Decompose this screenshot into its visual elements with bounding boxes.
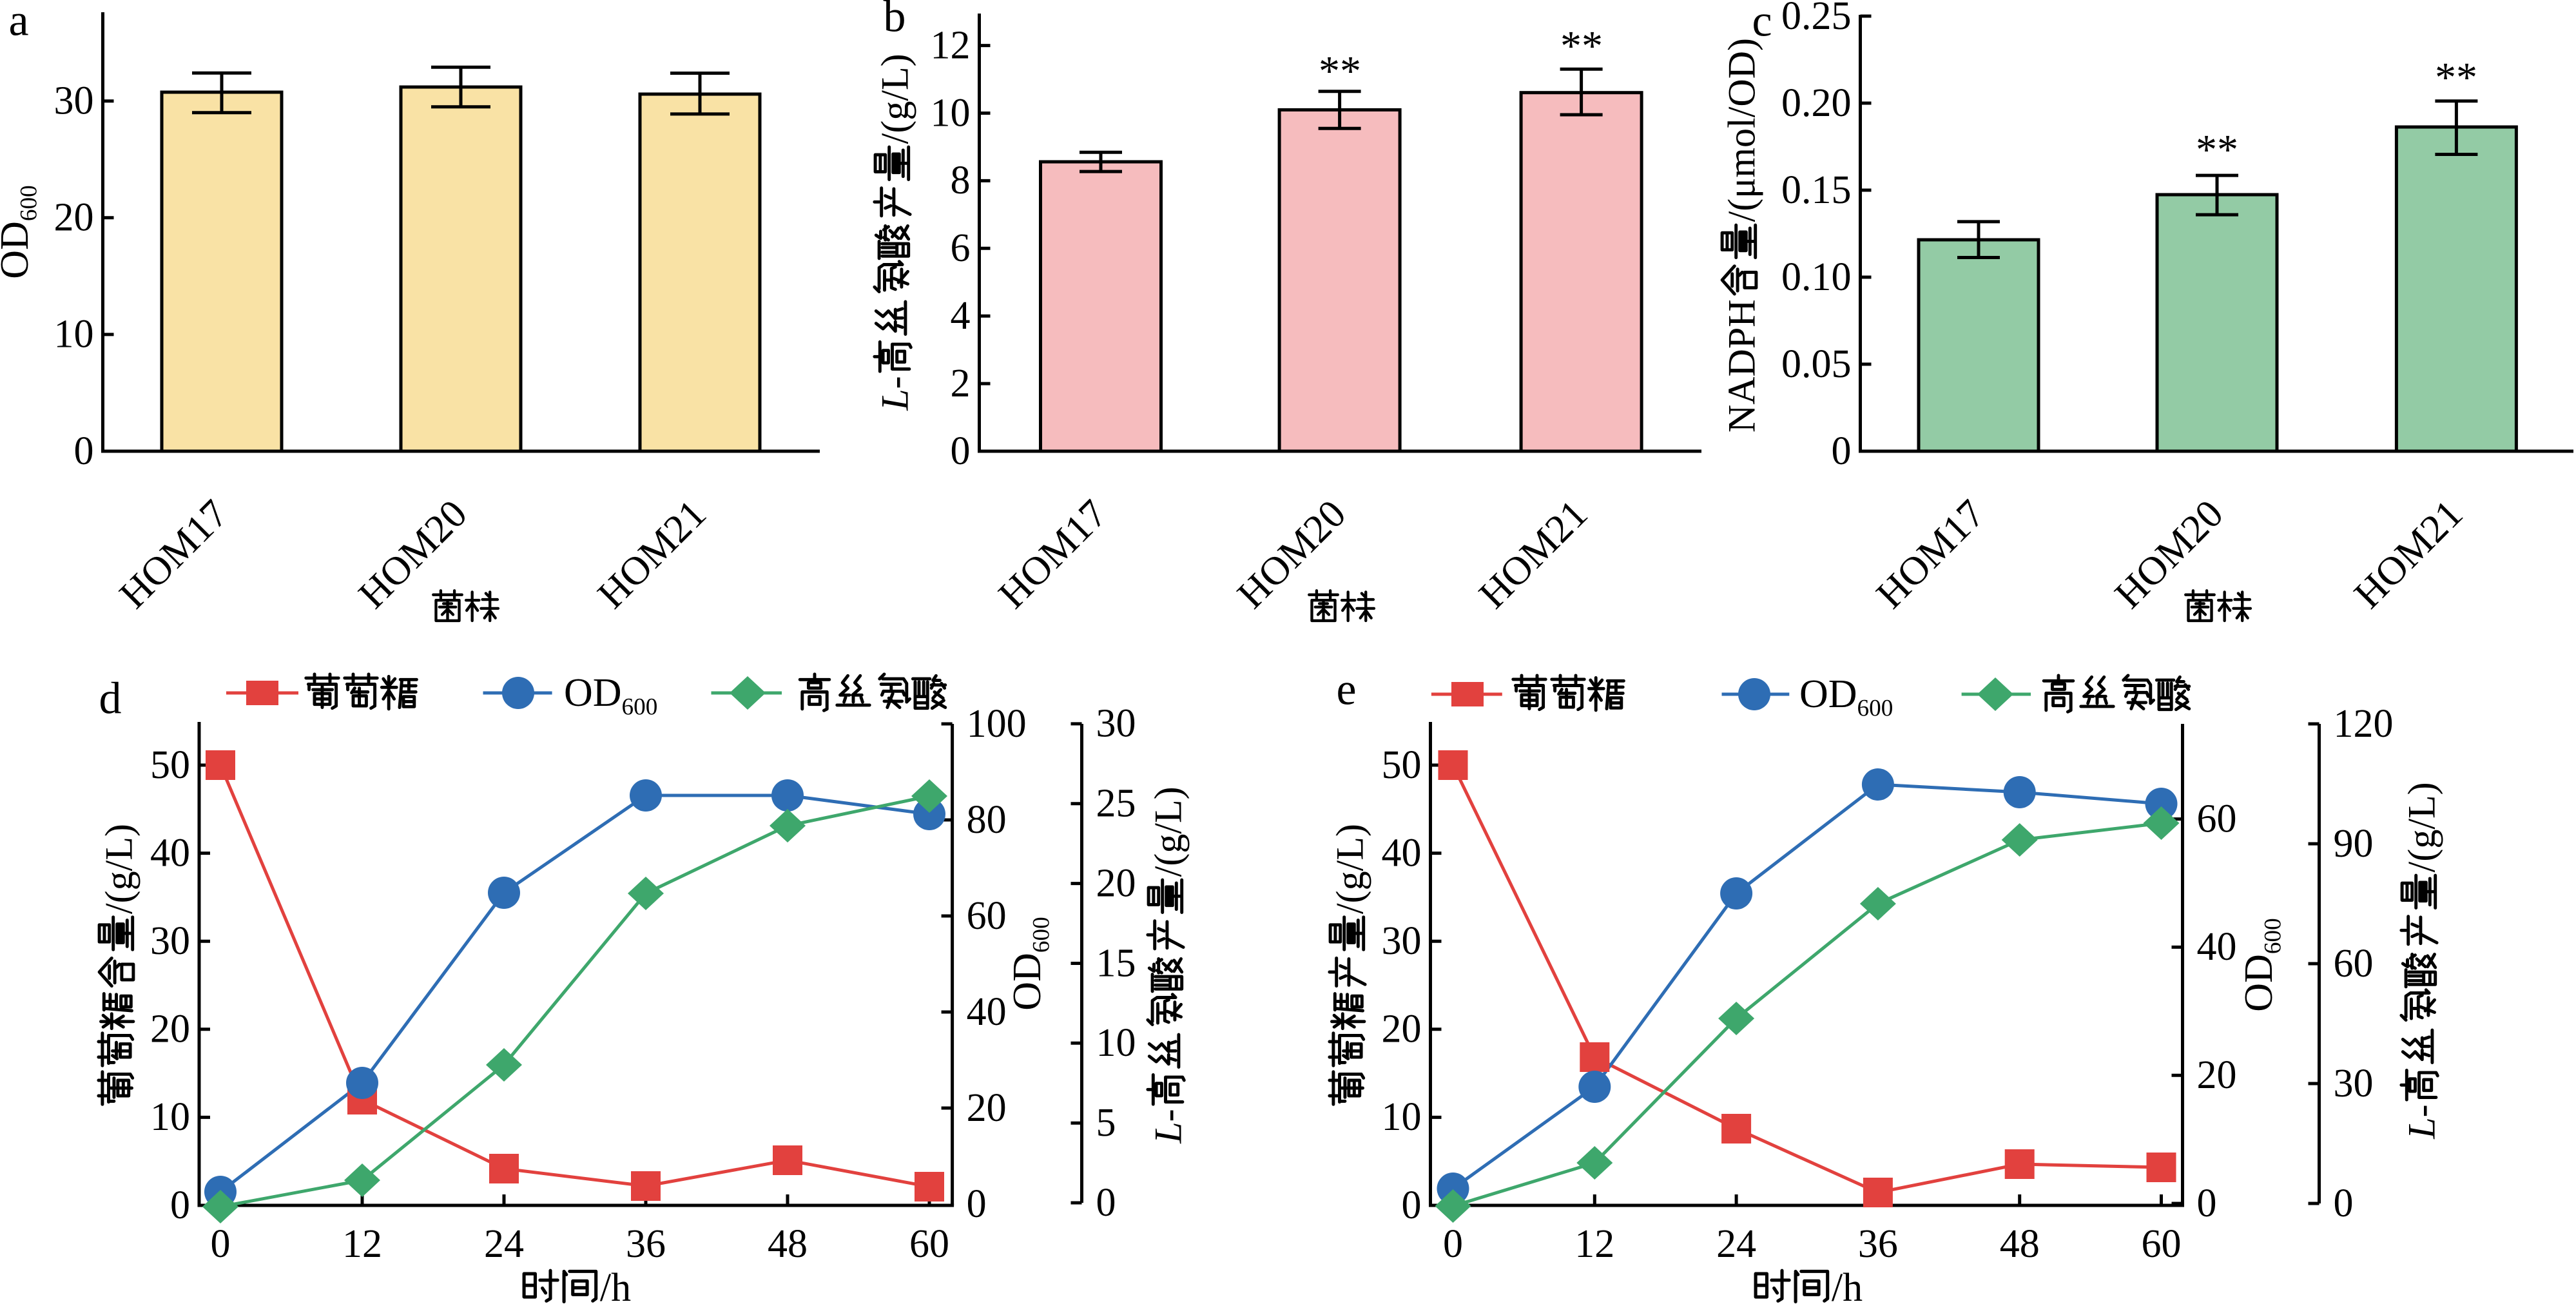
svg-text:120: 120 [2334, 702, 2394, 746]
svg-text:10: 10 [1096, 1021, 1136, 1065]
svg-text:100: 100 [967, 702, 1027, 746]
svg-text:0.25: 0.25 [1781, 0, 1852, 38]
svg-text:b: b [884, 0, 906, 41]
svg-text:30: 30 [1096, 702, 1136, 746]
svg-text:**: ** [2196, 126, 2238, 173]
svg-text:40: 40 [967, 990, 1007, 1034]
svg-text:**: ** [1560, 23, 1603, 70]
svg-text:80: 80 [967, 798, 1007, 842]
svg-text:L: L [2401, 1117, 2443, 1139]
svg-text:10: 10 [150, 1095, 190, 1139]
svg-text:/(g/L): /(g/L) [874, 54, 916, 144]
svg-text:OD: OD [1799, 672, 1857, 716]
svg-text:0.10: 0.10 [1781, 255, 1852, 299]
svg-text:/(g/L): /(g/L) [1147, 786, 1190, 877]
svg-text:a: a [9, 0, 29, 45]
svg-text:20: 20 [1096, 861, 1136, 905]
svg-text:e: e [1337, 665, 1357, 714]
svg-text:**: ** [1319, 48, 1361, 95]
svg-text:20: 20 [1382, 1007, 1422, 1051]
svg-text:/h: /h [600, 1266, 631, 1304]
svg-text:10: 10 [1382, 1095, 1422, 1139]
svg-text:90: 90 [2334, 822, 2374, 866]
svg-text:600: 600 [622, 694, 658, 721]
svg-text:d: d [99, 674, 122, 723]
svg-text:/(g/L): /(g/L) [2401, 782, 2443, 872]
svg-text:60: 60 [2197, 797, 2237, 841]
svg-text:12: 12 [342, 1222, 382, 1266]
svg-text:50: 50 [1382, 743, 1422, 787]
svg-text:600: 600 [1857, 696, 1893, 722]
svg-text:20: 20 [150, 1007, 190, 1051]
svg-text:0: 0 [1832, 429, 1852, 473]
svg-text:24: 24 [1716, 1222, 1756, 1266]
svg-text:12: 12 [931, 23, 971, 67]
svg-text:20: 20 [54, 196, 94, 240]
svg-text:4: 4 [951, 294, 971, 338]
svg-text:5: 5 [1096, 1101, 1116, 1145]
svg-text:-: - [1147, 1109, 1190, 1122]
svg-text:36: 36 [626, 1222, 666, 1266]
svg-text:0: 0 [74, 429, 94, 473]
svg-text:-: - [2401, 1104, 2443, 1117]
svg-text:40: 40 [2197, 925, 2237, 969]
svg-text:30: 30 [150, 919, 190, 963]
svg-text:NADPH: NADPH [1721, 299, 1763, 433]
svg-text:/(g/L): /(g/L) [98, 824, 140, 914]
svg-text:0.15: 0.15 [1781, 168, 1852, 212]
svg-text:600: 600 [2260, 918, 2287, 954]
svg-text:0: 0 [170, 1183, 190, 1227]
svg-text:mol/OD): mol/OD) [1721, 38, 1763, 178]
svg-text:μ: μ [1721, 178, 1763, 199]
svg-text:48: 48 [768, 1222, 808, 1266]
svg-text:0: 0 [967, 1182, 987, 1226]
svg-text:25: 25 [1096, 782, 1136, 826]
svg-text:**: ** [2435, 54, 2477, 101]
svg-text:30: 30 [1382, 919, 1422, 963]
svg-text:L: L [874, 389, 916, 411]
svg-text:30: 30 [54, 79, 94, 123]
svg-text:/(g/L): /(g/L) [1329, 824, 1371, 914]
svg-text:60: 60 [909, 1222, 949, 1266]
svg-text:2: 2 [951, 362, 971, 405]
svg-text:15: 15 [1096, 941, 1136, 985]
svg-text:36: 36 [1858, 1222, 1898, 1266]
svg-text:0.05: 0.05 [1781, 342, 1852, 386]
svg-text:0: 0 [1443, 1222, 1463, 1266]
svg-text:60: 60 [2334, 942, 2374, 986]
svg-text:0: 0 [1402, 1183, 1422, 1227]
svg-text:0: 0 [2197, 1182, 2217, 1225]
svg-text:24: 24 [484, 1222, 524, 1266]
svg-text:600: 600 [1029, 917, 1055, 953]
svg-text:40: 40 [150, 831, 190, 875]
svg-text:-: - [874, 376, 916, 389]
svg-text:/h: /h [1832, 1266, 1863, 1304]
svg-text:40: 40 [1382, 831, 1422, 875]
svg-text:50: 50 [150, 743, 190, 787]
svg-text:6: 6 [951, 226, 971, 270]
svg-text:10: 10 [54, 313, 94, 356]
svg-text:10: 10 [931, 91, 971, 135]
svg-text:OD: OD [1005, 953, 1049, 1011]
svg-text:20: 20 [2197, 1053, 2237, 1097]
svg-text:0: 0 [2334, 1182, 2354, 1225]
svg-text:60: 60 [2142, 1222, 2182, 1266]
svg-text:0.20: 0.20 [1781, 81, 1852, 125]
svg-text:8: 8 [951, 159, 971, 202]
svg-text:0: 0 [1096, 1181, 1116, 1225]
svg-text:OD: OD [0, 221, 37, 279]
svg-text:12: 12 [1574, 1222, 1614, 1266]
svg-text:20: 20 [967, 1086, 1007, 1130]
svg-text:L: L [1147, 1122, 1190, 1143]
svg-text:/(: /( [1721, 199, 1763, 222]
svg-text:c: c [1752, 0, 1772, 46]
svg-text:0: 0 [211, 1222, 231, 1266]
svg-text:30: 30 [2334, 1062, 2374, 1105]
svg-text:0: 0 [951, 429, 971, 473]
svg-text:60: 60 [967, 894, 1007, 938]
svg-text:OD: OD [2237, 954, 2281, 1012]
svg-text:600: 600 [16, 185, 43, 221]
svg-text:OD: OD [564, 671, 622, 715]
svg-text:48: 48 [2000, 1222, 2040, 1266]
